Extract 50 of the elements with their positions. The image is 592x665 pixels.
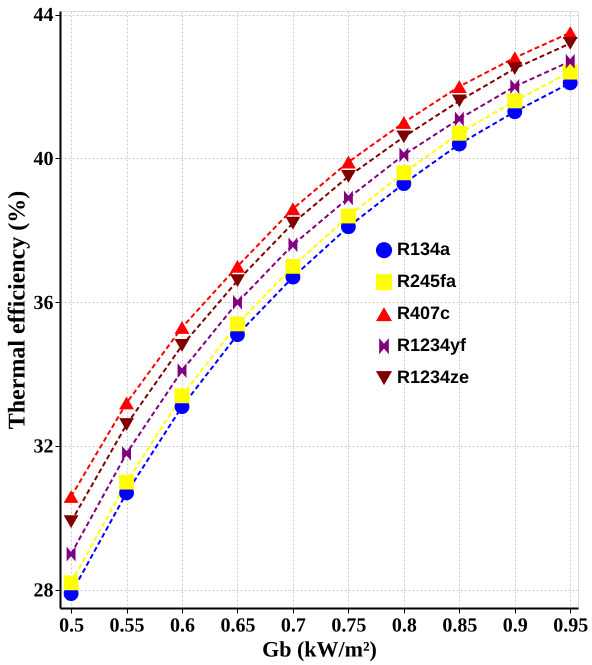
y-tick-label: 36 bbox=[34, 292, 54, 314]
point bbox=[230, 274, 245, 288]
x-tick-label: 0.65 bbox=[220, 614, 256, 636]
point bbox=[396, 116, 412, 129]
point bbox=[230, 316, 245, 332]
point bbox=[119, 474, 134, 490]
legend-label: R1234ze bbox=[397, 367, 470, 388]
point bbox=[286, 202, 300, 216]
point bbox=[562, 64, 578, 80]
point bbox=[64, 575, 79, 590]
x-tick-label: 0.95 bbox=[553, 614, 588, 636]
point bbox=[174, 321, 190, 334]
legend-label: R407c bbox=[397, 303, 450, 324]
x-tick-label: 0.7 bbox=[280, 614, 306, 636]
point bbox=[340, 208, 356, 224]
x-tick-label: 0.75 bbox=[331, 614, 366, 636]
point bbox=[562, 36, 578, 50]
point bbox=[230, 260, 245, 273]
x-tick-label: 0.6 bbox=[170, 614, 196, 636]
x-tick-label: 0.9 bbox=[502, 614, 528, 636]
point bbox=[507, 62, 522, 75]
point bbox=[64, 515, 79, 528]
legend-label: R134a bbox=[397, 239, 452, 260]
legend-label: R245fa bbox=[397, 271, 458, 292]
y-tick-label: 28 bbox=[34, 580, 54, 602]
point bbox=[340, 156, 356, 168]
y-tick-label: 40 bbox=[34, 148, 54, 170]
x-axis-title: Gb (kW/m²) bbox=[262, 636, 377, 662]
point bbox=[64, 490, 79, 503]
point bbox=[507, 93, 522, 108]
point bbox=[396, 130, 412, 144]
point bbox=[396, 165, 412, 180]
y-axis-title: Thermal efficiency (%) bbox=[4, 190, 30, 430]
x-tick-label: 0.5 bbox=[59, 614, 84, 636]
y-tick-label: 32 bbox=[34, 436, 54, 458]
point bbox=[174, 339, 190, 352]
x-tick-label: 0.85 bbox=[442, 614, 478, 636]
point bbox=[119, 396, 134, 410]
point bbox=[286, 258, 300, 274]
legend-label: R1234yf bbox=[397, 335, 468, 356]
point bbox=[452, 126, 467, 141]
point bbox=[452, 94, 467, 108]
point bbox=[286, 216, 300, 230]
x-tick-label: 0.55 bbox=[110, 614, 145, 636]
point bbox=[119, 418, 134, 432]
point bbox=[174, 388, 190, 404]
y-tick-label: 44 bbox=[34, 4, 54, 26]
point bbox=[452, 80, 467, 93]
point bbox=[340, 170, 356, 183]
x-tick-label: 0.8 bbox=[392, 614, 417, 636]
